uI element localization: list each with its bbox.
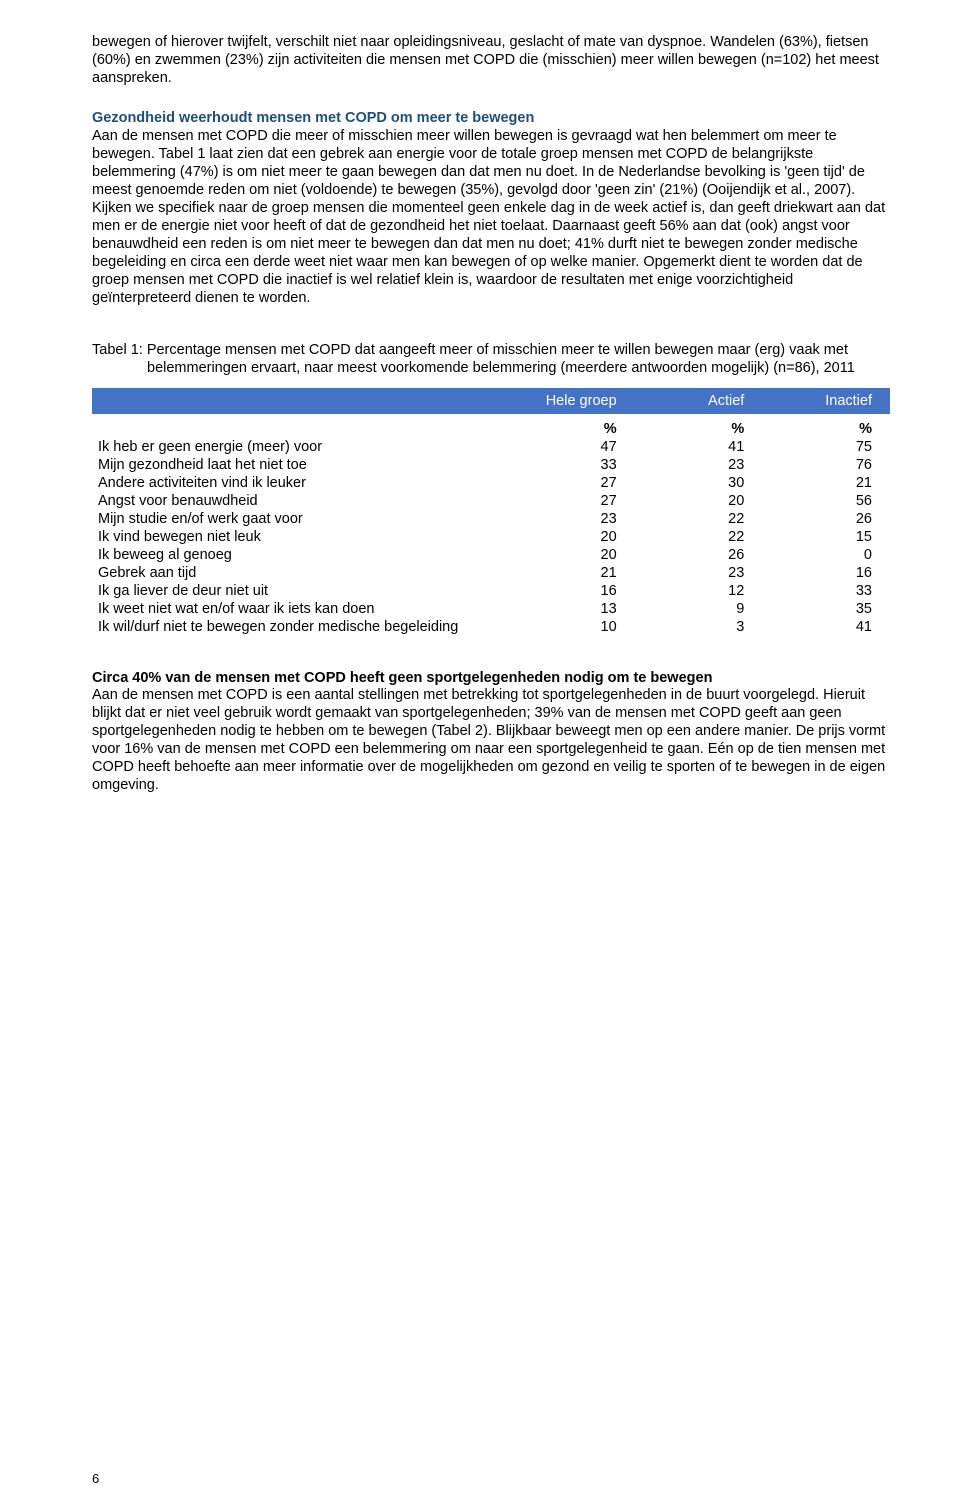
table-cell: 23 xyxy=(507,510,635,528)
table-cell: 27 xyxy=(507,492,635,510)
table-cell: 12 xyxy=(635,582,763,600)
table-cell: 16 xyxy=(762,564,890,582)
document-page: bewegen of hierover twijfelt, verschilt … xyxy=(0,0,960,1510)
table-row-label: Mijn gezondheid laat het niet toe xyxy=(92,456,507,474)
table-cell: 13 xyxy=(507,600,635,618)
table-cell: 23 xyxy=(635,564,763,582)
table-row: Gebrek aan tijd212316 xyxy=(92,564,890,582)
spacer xyxy=(92,330,890,342)
table-cell: 3 xyxy=(635,618,763,636)
table-cell: 47 xyxy=(507,438,635,456)
table-cell: 41 xyxy=(635,438,763,456)
table-row-label: Andere activiteiten vind ik leuker xyxy=(92,474,507,492)
section-health-heading: Gezondheid weerhoudt mensen met COPD om … xyxy=(92,110,534,126)
table-cell: 33 xyxy=(507,456,635,474)
table-cell: 20 xyxy=(507,546,635,564)
section-sport-body: Aan de mensen met COPD is een aantal ste… xyxy=(92,687,885,793)
table-cell: 9 xyxy=(635,600,763,618)
table-cell: 30 xyxy=(635,474,763,492)
table-cell: 21 xyxy=(762,474,890,492)
table1-caption: Tabel 1: Percentage mensen met COPD dat … xyxy=(92,342,890,378)
table-cell: 56 xyxy=(762,492,890,510)
table-cell: 0 xyxy=(762,546,890,564)
table-cell: 75 xyxy=(762,438,890,456)
table-row-label: Ik wil/durf niet te bewegen zonder medis… xyxy=(92,618,507,636)
table-row: Angst voor benauwdheid272056 xyxy=(92,492,890,510)
table-cell: 22 xyxy=(635,510,763,528)
table-row: Ik wil/durf niet te bewegen zonder medis… xyxy=(92,618,890,636)
table-cell: 26 xyxy=(762,510,890,528)
table-row: Ik vind bewegen niet leuk202215 xyxy=(92,528,890,546)
section-health-body: Aan de mensen met COPD die meer of missc… xyxy=(92,128,885,306)
table-cell: 15 xyxy=(762,528,890,546)
table-cell: 76 xyxy=(762,456,890,474)
table-cell: 20 xyxy=(635,492,763,510)
table1-pct-row: % % % xyxy=(92,420,890,438)
table1-pct3: % xyxy=(762,420,890,438)
table-cell: 22 xyxy=(635,528,763,546)
section-health: Gezondheid weerhoudt mensen met COPD om … xyxy=(92,110,890,308)
table-cell: 23 xyxy=(635,456,763,474)
table1-pct2: % xyxy=(635,420,763,438)
table-cell: 10 xyxy=(507,618,635,636)
intro-paragraph: bewegen of hierover twijfelt, verschilt … xyxy=(92,34,890,88)
table-row-label: Mijn studie en/of werk gaat voor xyxy=(92,510,507,528)
table-row-label: Ik beweeg al genoeg xyxy=(92,546,507,564)
table1: Hele groep Actief Inactief % % % Ik heb … xyxy=(92,388,890,636)
table1-header-blank xyxy=(92,388,507,414)
section-sportgelegenheden: Circa 40% van de mensen met COPD heeft g… xyxy=(92,670,890,796)
table-row-label: Angst voor benauwdheid xyxy=(92,492,507,510)
table-row: Ik weet niet wat en/of waar ik iets kan … xyxy=(92,600,890,618)
section-sport-heading: Circa 40% van de mensen met COPD heeft g… xyxy=(92,670,712,686)
table-cell: 16 xyxy=(507,582,635,600)
table-row: Ik heb er geen energie (meer) voor474175 xyxy=(92,438,890,456)
table-row: Mijn studie en/of werk gaat voor232226 xyxy=(92,510,890,528)
table-cell: 26 xyxy=(635,546,763,564)
table1-header-col2: Actief xyxy=(635,388,763,414)
table-row: Andere activiteiten vind ik leuker273021 xyxy=(92,474,890,492)
table-row: Mijn gezondheid laat het niet toe332376 xyxy=(92,456,890,474)
page-number: 6 xyxy=(92,1471,99,1486)
table-row-label: Ik ga liever de deur niet uit xyxy=(92,582,507,600)
table1-header-col3: Inactief xyxy=(762,388,890,414)
table1-pct1: % xyxy=(507,420,635,438)
table1-body: Ik heb er geen energie (meer) voor474175… xyxy=(92,438,890,636)
table-cell: 21 xyxy=(507,564,635,582)
table-row-label: Ik heb er geen energie (meer) voor xyxy=(92,438,507,456)
table-row: Ik ga liever de deur niet uit161233 xyxy=(92,582,890,600)
spacer xyxy=(92,636,890,670)
table1-header-row: Hele groep Actief Inactief xyxy=(92,388,890,414)
table-cell: 33 xyxy=(762,582,890,600)
table-cell: 35 xyxy=(762,600,890,618)
table-cell: 20 xyxy=(507,528,635,546)
table-row-label: Ik weet niet wat en/of waar ik iets kan … xyxy=(92,600,507,618)
table-row-label: Ik vind bewegen niet leuk xyxy=(92,528,507,546)
table-row-label: Gebrek aan tijd xyxy=(92,564,507,582)
table-cell: 27 xyxy=(507,474,635,492)
table-cell: 41 xyxy=(762,618,890,636)
table-row: Ik beweeg al genoeg20260 xyxy=(92,546,890,564)
table1-header-col1: Hele groep xyxy=(507,388,635,414)
